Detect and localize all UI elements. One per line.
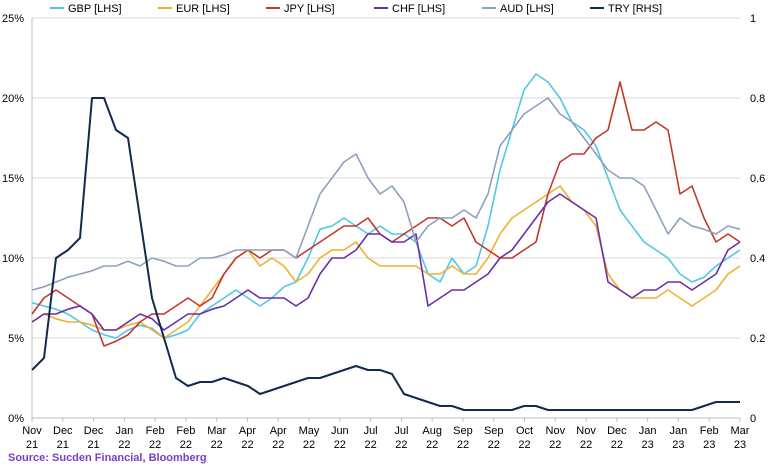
x-tick-label-year: 22 (334, 439, 346, 451)
right-tick-label: 0.2 (750, 333, 765, 345)
x-tick-label-month: Feb (146, 425, 165, 437)
x-tick-label-month: Nov (546, 425, 566, 437)
x-tick-label-month: Jan (670, 425, 688, 437)
x-tick-label-month: Oct (516, 425, 533, 437)
x-tick-label-year: 22 (611, 439, 623, 451)
series-line-try (31, 97, 740, 411)
legend-label: EUR [LHS] (176, 3, 230, 15)
x-tick-label-month: Feb (176, 425, 195, 437)
right-tick-label: 0 (750, 413, 756, 425)
left-tick-label: 5% (8, 333, 24, 345)
x-tick-label-month: Dec (84, 425, 104, 437)
legend: GBP [LHS] EUR [LHS] JPY [LHS] CHF [LHS] AUD … (50, 3, 662, 15)
x-tick-label-month: Mar (731, 425, 750, 437)
x-tick-label-month: Nov (22, 425, 42, 437)
right-tick-label: 0.8 (750, 93, 765, 105)
x-tick-label-year: 22 (457, 439, 469, 451)
x-tick-label-year: 22 (518, 439, 530, 451)
x-tick-label-year: 23 (703, 439, 715, 451)
x-tick-label-month: Apr (270, 425, 287, 437)
x-tick-label-year: 22 (426, 439, 438, 451)
right-axis: 0 0.2 0.4 0.6 0.8 1 (750, 13, 765, 425)
x-axis: Nov 21 Dec 21 Dec 21 Jan 22 Feb 22 Feb 22 Mar 22 Apr 22… (22, 418, 750, 451)
x-tick-label-month: Sep (484, 425, 504, 437)
x-tick-label-year: 22 (303, 439, 315, 451)
x-tick-label-month: Jan (639, 425, 657, 437)
x-tick-label-month: Feb (700, 425, 719, 437)
right-tick-label: 0.6 (750, 173, 765, 185)
x-tick-label-year: 22 (272, 439, 284, 451)
left-tick-label: 15% (2, 173, 24, 185)
x-tick-label-year: 22 (118, 439, 130, 451)
legend-label: TRY [RHS] (608, 3, 662, 15)
series-line-chf (31, 193, 741, 331)
legend-label: GBP [LHS] (68, 3, 122, 15)
x-tick-label-month: Jun (331, 425, 349, 437)
x-tick-label-year: 22 (580, 439, 592, 451)
left-axis: 0% 5% 10% 15% 20% 25% (2, 13, 740, 425)
x-tick-label-year: 22 (364, 439, 376, 451)
legend-label: JPY [LHS] (284, 3, 335, 15)
x-tick-label-year: 22 (549, 439, 561, 451)
left-tick-label: 20% (2, 93, 24, 105)
x-tick-label-year: 23 (672, 439, 684, 451)
x-tick-label-year: 22 (211, 439, 223, 451)
left-tick-label: 0% (8, 413, 24, 425)
x-tick-label-month: Sep (453, 425, 473, 437)
x-tick-label-month: Jul (364, 425, 378, 437)
x-tick-label-month: Jan (115, 425, 133, 437)
x-tick-label-year: 21 (26, 439, 38, 451)
right-tick-label: 0.4 (750, 253, 765, 265)
series-lines (31, 73, 741, 411)
x-tick-label-year: 22 (395, 439, 407, 451)
x-tick-label-month: Mar (207, 425, 226, 437)
x-tick-label-year: 22 (488, 439, 500, 451)
legend-label: AUD [LHS] (500, 3, 554, 15)
x-tick-label-month: Jul (394, 425, 408, 437)
x-tick-label-year: 23 (734, 439, 746, 451)
series-line-jpy (31, 81, 741, 347)
x-tick-label-month: Apr (239, 425, 256, 437)
x-tick-label-year: 21 (87, 439, 99, 451)
source-note: Source: Sucden Financial, Bloomberg (8, 452, 207, 464)
legend-label: CHF [LHS] (392, 3, 445, 15)
x-tick-label-month: Nov (576, 425, 596, 437)
left-tick-label: 25% (2, 13, 24, 25)
gridlines (32, 17, 740, 419)
right-tick-label: 1 (750, 13, 756, 25)
left-tick-label: 10% (2, 253, 24, 265)
x-tick-label-month: Dec (607, 425, 627, 437)
x-tick-label-month: Dec (53, 425, 73, 437)
x-tick-label-month: May (299, 425, 320, 437)
series-line-aud (31, 97, 741, 291)
x-tick-label-year: 21 (57, 439, 69, 451)
x-tick-label-year: 22 (241, 439, 253, 451)
x-tick-label-year: 22 (149, 439, 161, 451)
x-tick-label-year: 22 (180, 439, 192, 451)
x-tick-label-year: 23 (642, 439, 654, 451)
x-tick-label-month: Aug (422, 425, 442, 437)
